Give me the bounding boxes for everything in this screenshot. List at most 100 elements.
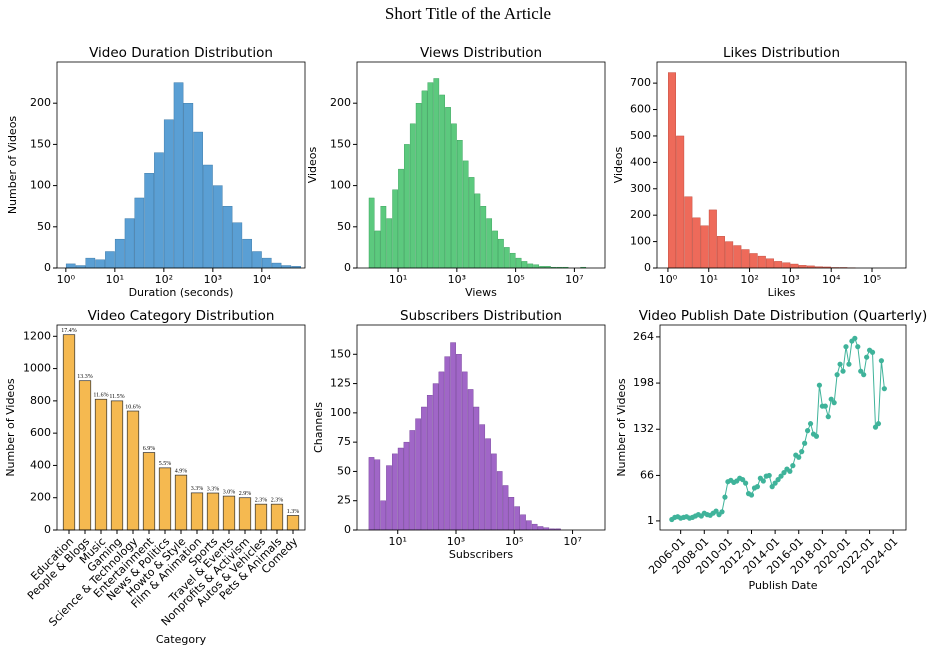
point [769, 484, 775, 490]
histogram-bar [144, 173, 154, 269]
bar [222, 495, 236, 531]
histogram-bar [527, 263, 534, 269]
y-tick-label: 0 [44, 261, 51, 274]
point [760, 478, 766, 484]
histogram-bar [386, 218, 393, 269]
histogram-bar [368, 457, 375, 531]
histogram-bar [684, 196, 693, 269]
histogram-bar [790, 263, 799, 269]
bar-label: 11.5% [109, 394, 124, 400]
point [772, 480, 778, 486]
y-tick-label: 200 [30, 96, 51, 109]
chart-title: Subscribers Distribution [400, 308, 562, 324]
bar-label: 4.9% [175, 468, 188, 474]
histogram-bar [480, 205, 487, 269]
bar [126, 410, 140, 531]
point [775, 477, 781, 483]
histogram-bar [717, 236, 725, 269]
x-axis-label: Duration (seconds) [129, 286, 234, 299]
y-tick-label: 0 [344, 261, 351, 274]
histogram-bar [486, 218, 493, 269]
point [787, 468, 793, 474]
y-tick-label: 150 [330, 347, 351, 360]
y-tick-label: 50 [337, 220, 351, 233]
bar [190, 492, 204, 531]
bar [254, 503, 268, 531]
histogram-bar [749, 253, 758, 269]
y-tick-label: 25 [337, 494, 351, 507]
point [878, 358, 885, 364]
point [807, 421, 814, 427]
histogram-bar [725, 241, 734, 269]
histogram-bar [456, 140, 463, 269]
y-tick-label: 75 [337, 435, 351, 448]
point [743, 480, 749, 486]
bar-label: 3.3% [207, 486, 220, 492]
x-tick-label: 10¹ [106, 273, 124, 286]
histogram-bar [451, 123, 457, 269]
histogram-bar [397, 447, 404, 531]
y-tick-label: 200 [330, 96, 351, 109]
y-tick-label: 150 [330, 137, 351, 150]
point [825, 414, 831, 420]
point [861, 372, 867, 378]
x-tick-label: 10³ [781, 273, 799, 286]
x-axis-label: Publish Date [749, 579, 818, 592]
x-tick-label: 10² [155, 273, 173, 286]
y-tick-label: 50 [337, 464, 351, 477]
bar [110, 400, 124, 531]
histogram-bar [774, 261, 783, 269]
y-tick-label: 300 [630, 182, 651, 195]
histogram-bar [95, 259, 105, 269]
y-tick-label: 600 [630, 103, 651, 116]
y-tick-label: 100 [330, 179, 351, 192]
bar-label: 3.3% [191, 486, 204, 492]
histogram-bar [173, 82, 184, 269]
histogram-bar [261, 257, 272, 269]
histogram-bar [421, 90, 428, 269]
histogram-bar [676, 135, 685, 269]
histogram-bar [757, 255, 766, 269]
y-tick-label: 264 [633, 330, 654, 343]
bar-label: 3.0% [223, 489, 236, 495]
histogram-bar [65, 263, 76, 269]
y-tick-label: 700 [630, 76, 651, 89]
bar-label: 1.3% [287, 509, 300, 515]
histogram-bar [392, 189, 398, 269]
histogram-bar [380, 500, 386, 531]
chart-title: Likes Distribution [723, 45, 840, 61]
y-axis-label: Number of Videos [4, 378, 17, 477]
histogram-bar [515, 257, 522, 269]
histogram-bar [733, 245, 742, 269]
y-tick-label: 150 [30, 137, 51, 150]
y-tick-label: 100 [30, 179, 51, 192]
y-tick-label: 0 [44, 523, 51, 536]
figure-title: Short Title of the Article [385, 4, 551, 23]
x-tick-label: 10³ [204, 273, 222, 286]
histogram-bar [222, 205, 233, 269]
y-tick-label: 132 [633, 422, 654, 435]
point [869, 349, 876, 355]
bar-label: 11.6% [93, 393, 108, 399]
histogram-bar [415, 418, 421, 531]
point [852, 335, 858, 341]
histogram-bar [496, 471, 503, 531]
y-tick-label: 0 [644, 261, 651, 274]
y-axis-label: Number of Videos [615, 378, 628, 477]
histogram-bar [183, 102, 194, 269]
bar-label: 2.9% [239, 491, 252, 497]
chart-title: Video Publish Date Distribution (Quarter… [639, 308, 928, 324]
x-tick-label: 10¹ [389, 273, 407, 286]
point [722, 494, 728, 500]
histogram-bar [456, 354, 462, 531]
x-tick-label: 10⁵ [863, 273, 881, 286]
histogram-bar [485, 438, 491, 531]
y-tick-label: 66 [640, 468, 654, 481]
y-tick-label: 125 [330, 377, 351, 390]
bar [174, 474, 188, 531]
y-tick-label: 200 [30, 491, 51, 504]
bar [238, 497, 252, 531]
point [840, 368, 846, 374]
histogram-bar [374, 230, 381, 269]
histogram-bar [509, 252, 516, 269]
